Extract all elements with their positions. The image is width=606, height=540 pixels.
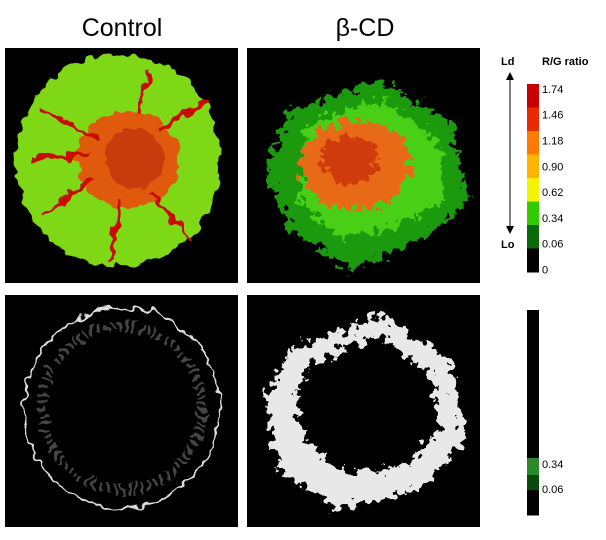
threshold-segment <box>527 475 539 491</box>
threshold-segment <box>527 310 539 459</box>
column-title: Control <box>82 14 163 42</box>
colorbar-segment <box>527 107 539 132</box>
colorbar-tick-label: 0.06 <box>542 239 563 251</box>
image-bcd-threshold <box>247 295 480 527</box>
threshold-tick-label: 0.06 <box>542 484 563 496</box>
threshold-bar: 0.34 0.06 <box>527 310 563 516</box>
colorbar-segment <box>527 225 539 249</box>
colorbar-tick-label: 0.90 <box>542 161 563 173</box>
colorbar-segment <box>527 154 539 179</box>
colorbar-tick-label: 0.34 <box>542 213 563 225</box>
colorbar-tick-label: 1.46 <box>542 110 563 122</box>
lo-label: Lo <box>501 239 515 251</box>
image-bcd-ratio <box>247 48 480 283</box>
threshold-segment <box>527 458 539 476</box>
colorbar-tick-label: 1.74 <box>542 84 563 96</box>
colorbar-segment <box>527 84 539 108</box>
colorbar-tick-label: 0 <box>542 265 548 277</box>
threshold-tick-label: 0.34 <box>542 459 563 471</box>
colorbar: 1.74 1.46 1.18 0.90 0.62 0.34 0.06 0 <box>527 84 563 277</box>
colorbar-segment <box>527 248 539 273</box>
threshold-segment <box>527 490 539 516</box>
colorbar-segment <box>527 201 539 226</box>
column-title: β-CD <box>336 14 395 42</box>
image-control-threshold <box>5 295 238 527</box>
colorbar-tick-label: 1.18 <box>542 136 563 148</box>
colorbar-segment <box>527 178 539 202</box>
image-control-ratio <box>5 48 238 283</box>
colorbar-title: R/G ratio <box>542 56 589 68</box>
colorbar-tick-label: 0.62 <box>542 187 563 199</box>
ld-label: Ld <box>501 56 514 68</box>
colorbar-segment <box>527 131 539 155</box>
